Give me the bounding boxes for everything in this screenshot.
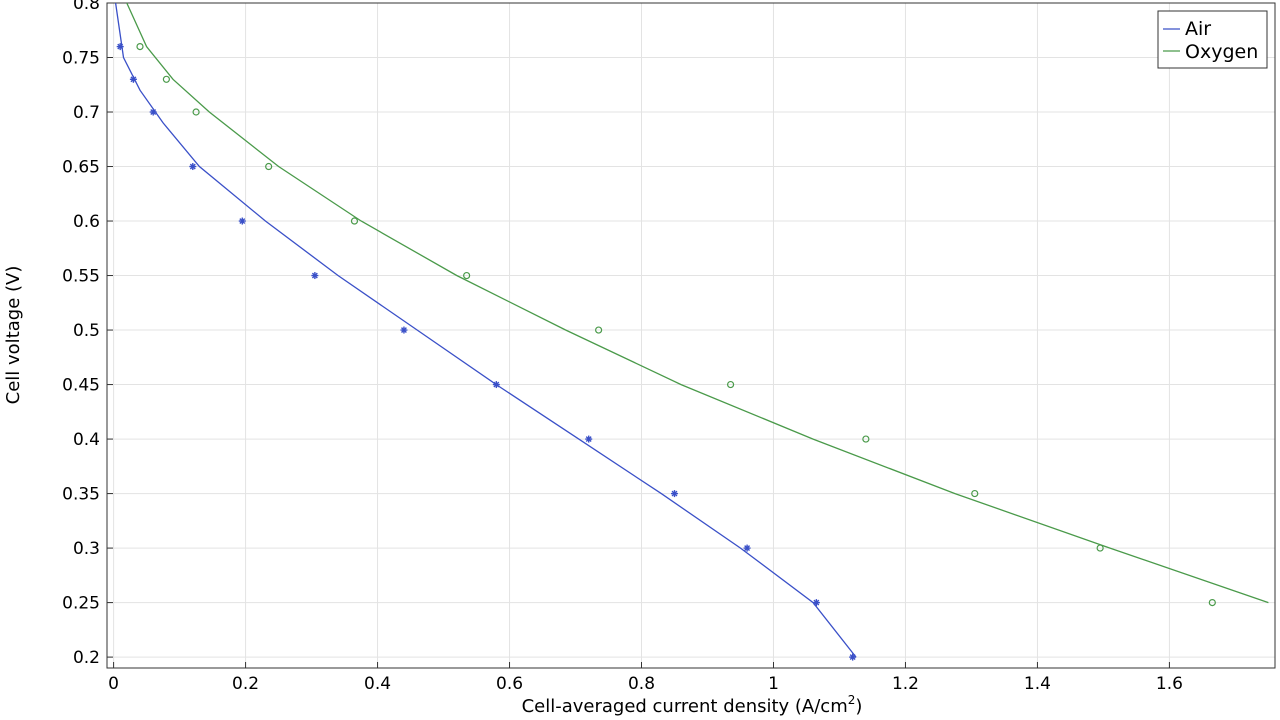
data-point-oxygen [136, 43, 144, 51]
legend-label-oxygen: Oxygen [1185, 41, 1258, 63]
data-point-oxygen [595, 326, 603, 334]
data-point-air [116, 43, 124, 51]
data-point-air [849, 653, 857, 661]
legend-label-air: Air [1185, 18, 1211, 40]
y-axis-title: Cell voltage (V) [3, 266, 24, 405]
y-tick-label: 0.65 [62, 158, 100, 178]
data-point-oxygen [350, 217, 359, 225]
x-tick-label: 0.2 [232, 674, 259, 694]
axes [106, 2, 1276, 669]
x-tick-label: 1.4 [1024, 674, 1051, 694]
x-tick-label: 1.2 [892, 674, 919, 694]
series-oxygen [126, 2, 1269, 607]
tick-labels: 0 0.2 0.4 0.6 0.8 1 1.2 1.4 1.6 0.2 0.25 0.3 0.35 0.4… [62, 0, 1183, 694]
data-point-air [149, 108, 157, 116]
x-tick-label: 0.8 [628, 674, 655, 694]
x-tick-label: 0.6 [496, 674, 523, 694]
y-tick-label: 0.35 [62, 485, 100, 505]
data-point-oxygen [192, 108, 200, 116]
grid [107, 2, 1275, 668]
data-point-air [311, 272, 319, 280]
x-axis-title-superscript: 2 [848, 693, 856, 707]
legend: Air Oxygen [1157, 10, 1268, 69]
y-tick-label: 0.5 [73, 321, 100, 341]
y-tick-label: 0.6 [73, 212, 100, 232]
series-air [114, 2, 857, 661]
data-point-oxygen [265, 162, 273, 171]
data-point-oxygen [726, 380, 735, 389]
data-point-oxygen [162, 75, 170, 83]
y-tick-label: 0.7 [73, 103, 100, 123]
y-tick-label: 0.4 [73, 430, 100, 450]
plot-frame [106, 2, 1276, 669]
series-line-oxygen [126, 2, 1269, 604]
x-axis-title-suffix: ) [855, 696, 862, 717]
series-line-air [114, 2, 857, 658]
y-tick-label: 0.25 [62, 594, 100, 614]
data-point-air [743, 544, 751, 552]
data-point-air [812, 599, 820, 607]
series-layer [114, 2, 1269, 661]
data-point-oxygen [971, 489, 979, 498]
data-point-oxygen [1208, 598, 1216, 607]
y-tick-label: 0.45 [62, 376, 100, 396]
data-point-air [400, 326, 408, 334]
y-tick-label: 0.55 [62, 267, 100, 287]
data-point-air [671, 490, 679, 498]
y-tick-label: 0.2 [73, 648, 100, 668]
data-point-air [189, 163, 197, 171]
x-axis-title: Cell-averaged current density (A/cm2) [522, 693, 863, 717]
data-point-oxygen [862, 435, 870, 443]
x-tick-label: 1.6 [1156, 674, 1183, 694]
data-point-oxygen [463, 271, 471, 280]
data-point-air [238, 217, 246, 225]
x-tick-label: 0.4 [364, 674, 391, 694]
data-point-air [585, 435, 593, 443]
y-tick-label: 0.8 [73, 0, 100, 14]
y-tick-label: 0.3 [73, 539, 100, 559]
data-point-air [129, 75, 137, 83]
x-tick-label: 0 [108, 674, 119, 694]
data-point-oxygen [1096, 544, 1104, 552]
y-tick-label: 0.75 [62, 49, 100, 69]
legend-box [1157, 10, 1268, 69]
x-axis-title-main: Cell-averaged current density (A/cm [522, 696, 848, 717]
data-point-air [492, 381, 500, 389]
x-tick-label: 1 [768, 674, 779, 694]
